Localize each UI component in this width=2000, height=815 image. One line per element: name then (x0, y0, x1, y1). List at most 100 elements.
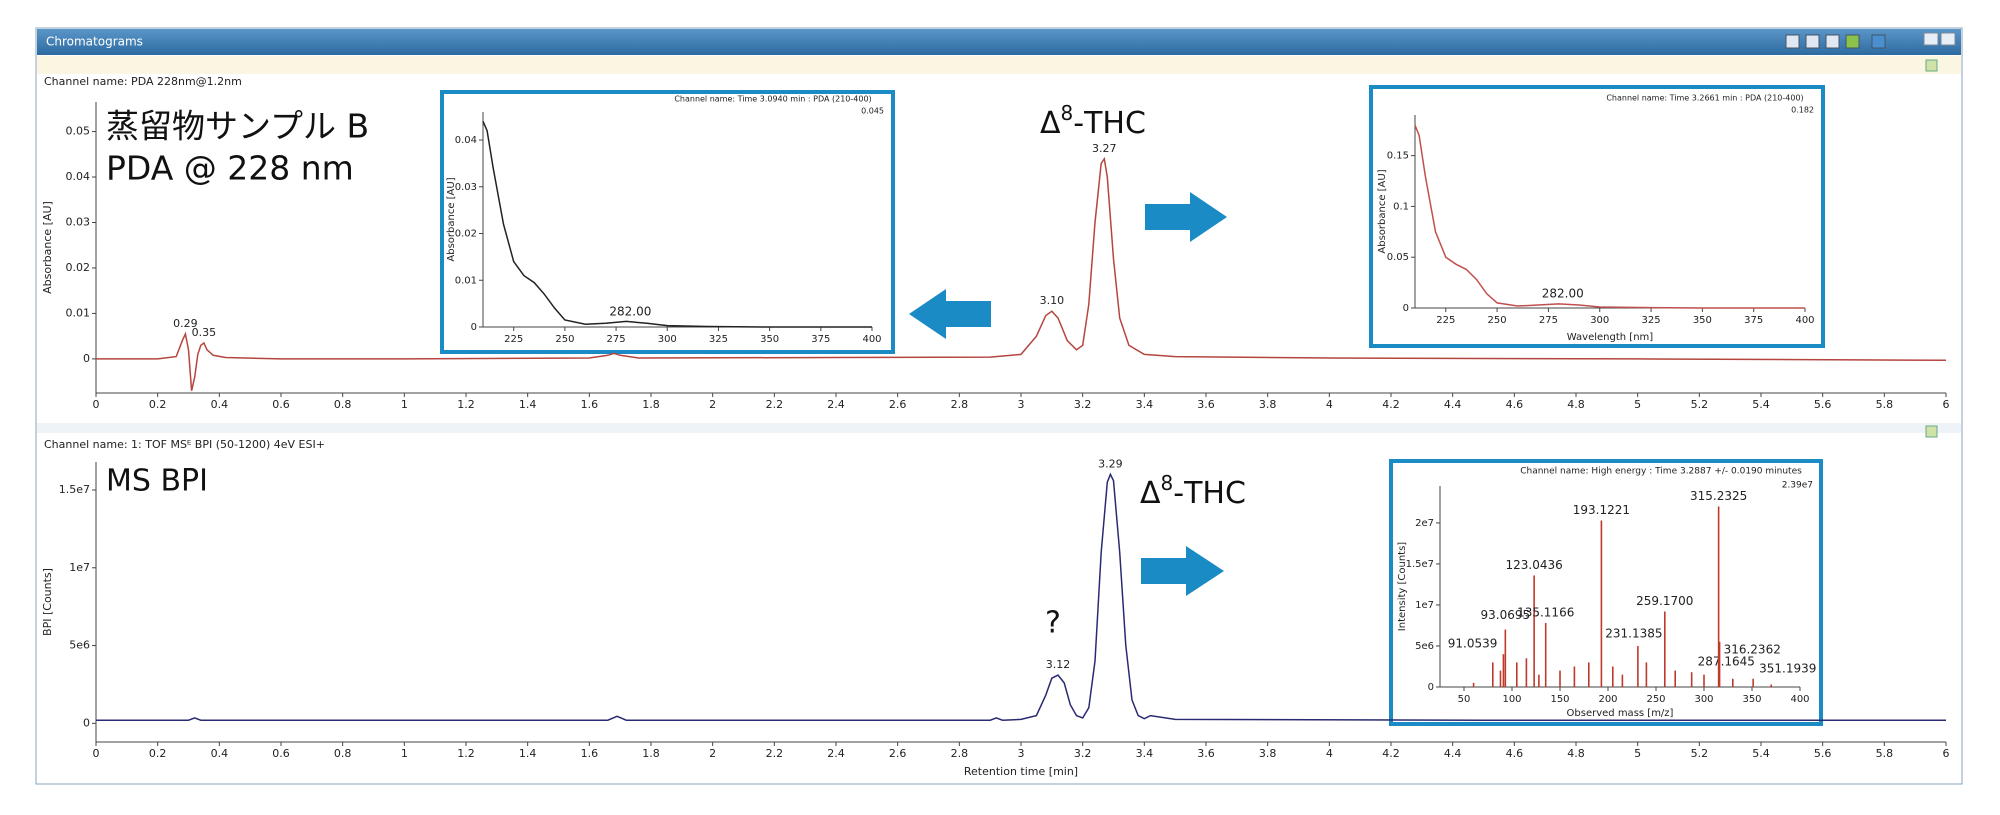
tool-icon[interactable] (1871, 34, 1886, 49)
x-tick-label: 5.4 (1752, 747, 1770, 760)
y-tick-label: 1.5e7 (1406, 559, 1434, 570)
x-tick-label: 350 (760, 334, 779, 345)
tool-icon[interactable] (1785, 34, 1800, 49)
trace (1414, 124, 1805, 309)
x-tick-label: 375 (1744, 315, 1763, 326)
x-tick-label: 2 (709, 747, 716, 760)
y-tick-label: 1e7 (1415, 600, 1434, 611)
x-tick-label: 0.4 (211, 747, 229, 760)
x-tick-label: 2.8 (951, 398, 969, 411)
x-tick-label: 1.4 (519, 398, 537, 411)
y-tick-label: 0.05 (1387, 252, 1409, 263)
y-tick-label: 0.01 (66, 306, 91, 319)
x-tick-label: 2.6 (889, 398, 907, 411)
x-tick-label: 1.2 (457, 398, 475, 411)
x-tick-label: 375 (811, 334, 830, 345)
inset-corner-label: 2.39e7 (1782, 481, 1813, 491)
x-tick-label: 325 (1642, 315, 1661, 326)
x-tick-label: 1.6 (581, 747, 599, 760)
y-axis-label: Intensity [Counts] (1397, 542, 1408, 632)
channel-name: Channel name: 1: TOF MSᴱ BPI (50-1200) 4… (44, 438, 325, 451)
marker-label: 282.00 (609, 304, 651, 318)
trace-label: MS BPI (106, 464, 208, 499)
x-tick-label: 0.2 (149, 398, 167, 411)
x-tick-label: 5.8 (1876, 747, 1894, 760)
inset-frame (1369, 85, 1825, 348)
tool-icon[interactable] (1845, 34, 1860, 49)
y-axis-label: Absorbance [AU] (1377, 169, 1388, 253)
x-tick-label: 3 (1018, 747, 1025, 760)
x-tick-label: 300 (1590, 315, 1609, 326)
arrow (1145, 192, 1227, 242)
y-tick-label: 0.15 (1387, 151, 1409, 162)
x-tick-label: 0.8 (334, 747, 352, 760)
window-title: Chromatograms (46, 35, 143, 49)
x-tick-label: 2.2 (766, 398, 784, 411)
x-axis-label: Wavelength [nm] (1567, 332, 1653, 343)
y-axis-label: Absorbance [AU] (41, 201, 54, 294)
inset-title: Channel name: High energy : Time 3.2887 … (1520, 467, 1802, 477)
x-tick-label: 3 (1018, 398, 1025, 411)
x-axis-label: Retention time [min] (964, 765, 1078, 778)
peak-label: 3.27 (1092, 142, 1117, 155)
inset-corner-label: 0.182 (1791, 106, 1814, 115)
x-tick-label: 300 (658, 334, 677, 345)
pin-button[interactable] (1925, 59, 1938, 72)
panel-header (37, 56, 1961, 74)
x-tick-label: 2.2 (766, 747, 784, 760)
y-tick-label: 0 (83, 352, 90, 365)
compound-label: Δ8-THC (1040, 101, 1146, 141)
x-tick-label: 2.6 (889, 747, 907, 760)
x-tick-label: 4.8 (1567, 398, 1585, 411)
y-tick-label: 0 (83, 716, 90, 729)
peak-label: 351.1939 (1759, 661, 1816, 675)
x-tick-label: 3.2 (1074, 747, 1092, 760)
pin-button[interactable] (1925, 425, 1938, 438)
y-tick-label: 0.05 (66, 125, 91, 138)
y-tick-label: 0.01 (455, 275, 477, 286)
tool-icon[interactable] (1805, 34, 1820, 49)
y-tick-label: 0.03 (66, 215, 91, 228)
x-tick-label: 4.6 (1506, 398, 1524, 411)
x-tick-label: 2 (709, 398, 716, 411)
x-axis-label: Observed mass [m/z] (1567, 708, 1674, 719)
peak-label: 3.12 (1046, 658, 1071, 671)
peak-label: 93.0695 (1481, 608, 1531, 622)
peak-label: 287.1645 (1698, 655, 1755, 669)
tool-icon[interactable] (1825, 34, 1840, 49)
peak-label: 316.2362 (1724, 642, 1781, 656)
x-tick-label: 200 (1598, 694, 1617, 705)
x-tick-label: 3.6 (1197, 747, 1215, 760)
x-tick-label: 225 (1436, 315, 1455, 326)
peak-label: 193.1221 (1573, 503, 1630, 517)
arrow (909, 289, 991, 339)
x-tick-label: 0 (93, 398, 100, 411)
x-tick-label: 2.8 (951, 747, 969, 760)
y-tick-label: 0 (471, 322, 477, 333)
x-tick-label: 1.8 (642, 398, 660, 411)
peak-label: 0.35 (192, 326, 217, 339)
x-tick-label: 100 (1502, 694, 1521, 705)
inset-frame (440, 90, 895, 354)
x-tick-label: 5.2 (1691, 398, 1709, 411)
peak-label: 315.2325 (1690, 489, 1747, 503)
x-tick-label: 350 (1742, 694, 1761, 705)
maximize-button[interactable] (1940, 32, 1956, 46)
y-tick-label: 5e6 (69, 639, 90, 652)
x-tick-label: 3.8 (1259, 398, 1277, 411)
x-tick-label: 0.8 (334, 398, 352, 411)
y-tick-label: 0.04 (455, 135, 477, 146)
toolbar (1785, 32, 1956, 49)
minimize-button[interactable] (1923, 32, 1939, 46)
compound-label: Δ8-THC (1140, 471, 1246, 511)
x-tick-label: 250 (555, 334, 574, 345)
detector-label: PDA @ 228 nm (106, 149, 354, 188)
x-tick-label: 4.6 (1506, 747, 1524, 760)
x-tick-label: 4 (1326, 747, 1333, 760)
y-tick-label: 2e7 (1415, 518, 1434, 529)
x-tick-label: 6 (1943, 747, 1950, 760)
peak-label: 0.29 (173, 317, 198, 330)
x-tick-label: 5.2 (1691, 747, 1709, 760)
x-tick-label: 3.4 (1136, 398, 1154, 411)
